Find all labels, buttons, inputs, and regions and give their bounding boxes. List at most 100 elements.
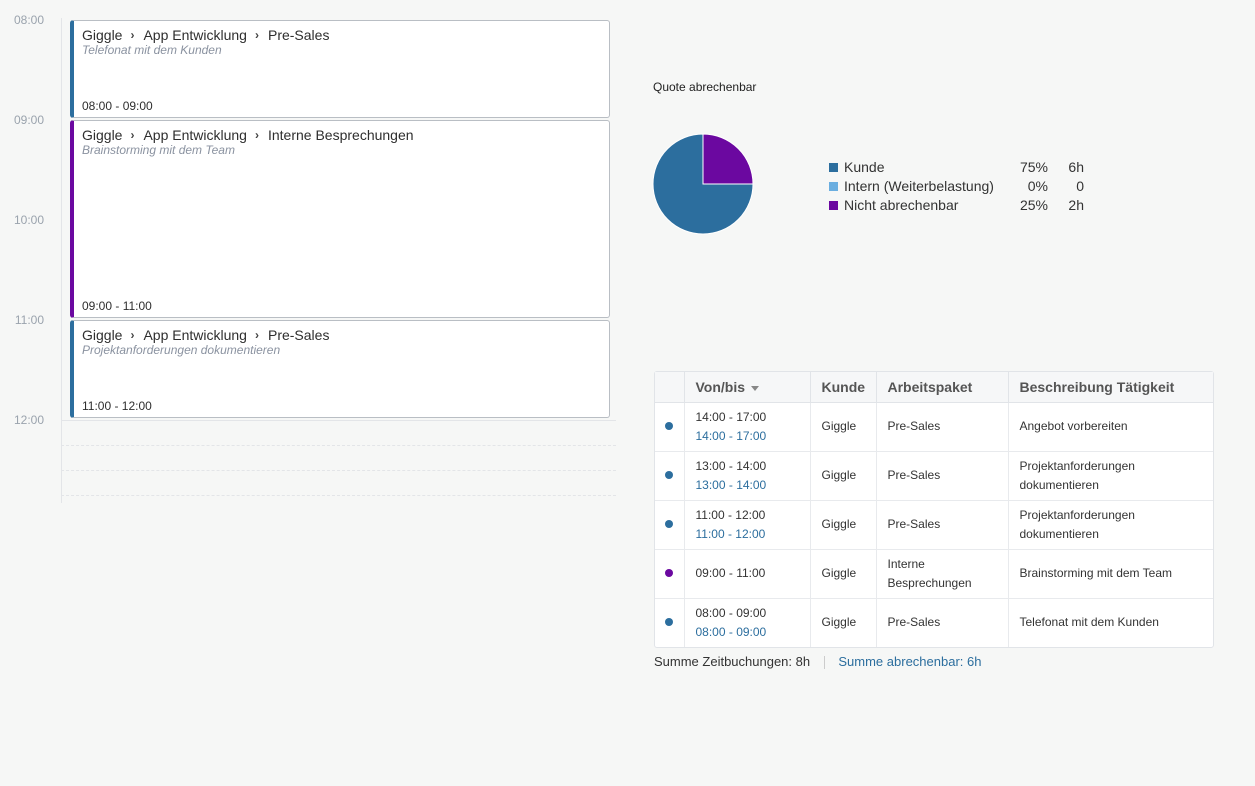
- calendar-event[interactable]: Giggle › App Entwicklung › Pre-Sales Telefon…: [70, 20, 610, 118]
- legend-percent: 75%: [1019, 159, 1048, 175]
- table-header-row: Von/bis Kunde Arbeitspaket Beschreibung …: [655, 372, 1213, 403]
- package-column-header[interactable]: Arbeitspaket: [875, 372, 1008, 403]
- customer-cell: Giggle: [809, 451, 876, 501]
- description-cell: Projektanforderungen dokumentieren: [1007, 500, 1213, 550]
- legend-hours: 6h: [1068, 159, 1084, 175]
- total-hours-value: 8h: [795, 654, 811, 669]
- event-description: Projektanforderungen dokumentieren: [82, 343, 281, 357]
- event-description: Brainstorming mit dem Team: [82, 143, 235, 157]
- package-cell: Interne Besprechungen: [875, 549, 1008, 599]
- billable-time-value: 11:00 - 12:00: [695, 526, 766, 541]
- event-path: Giggle › App Entwicklung › Pre-Sales: [82, 27, 329, 43]
- event-path: Giggle › App Entwicklung › Pre-Sales: [82, 327, 329, 343]
- legend-label: Intern (Weiterbelastung): [844, 178, 994, 194]
- description-cell: Brainstorming mit dem Team: [1007, 549, 1213, 599]
- table-row[interactable]: 11:00 - 12:00 11:00 - 12:00 Giggle Pre-Sa…: [655, 500, 1213, 550]
- calendar-event[interactable]: Giggle › App Entwicklung › Pre-Sales Projekt…: [70, 320, 610, 418]
- hour-gridline: [61, 420, 616, 421]
- day-calendar: 08:00 09:00 10:00 11:00 12:00 Giggle › App…: [0, 0, 620, 505]
- summary-divider: [823, 656, 825, 670]
- chevron-right-icon: ›: [254, 28, 259, 42]
- legend-label: Nicht abrechenbar: [844, 197, 959, 213]
- time-column-header[interactable]: Von/bis: [683, 372, 810, 403]
- half-hour-gridline: [61, 445, 616, 446]
- summary-bar: Summe Zeitbuchungen: 8h Summe abrechenba…: [654, 654, 982, 670]
- hour-label: 08:00: [13, 13, 44, 27]
- event-package: Interne Besprechungen: [267, 127, 414, 143]
- quota-title: Quote abrechenbar: [653, 80, 757, 94]
- billable-time-value: 14:00 - 17:00: [695, 428, 767, 443]
- status-dot: [665, 618, 674, 627]
- customer-cell: Giggle: [809, 598, 876, 647]
- status-dot: [665, 422, 674, 430]
- chevron-right-icon: ›: [254, 128, 259, 142]
- description-cell: Telefonat mit dem Kunden: [1007, 598, 1213, 647]
- legend-swatch: [829, 201, 838, 210]
- time-cell: 09:00 - 11:00: [683, 549, 810, 599]
- table-row[interactable]: 09:00 - 11:00 Giggle Interne Besprechung…: [655, 549, 1213, 599]
- time-column-label: Von/bis: [695, 378, 746, 395]
- time-cell: 08:00 - 09:00 08:00 - 09:00: [683, 598, 810, 647]
- status-dot: [665, 569, 674, 577]
- sort-down-icon[interactable]: [751, 385, 760, 391]
- status-column-header: [655, 372, 684, 403]
- chevron-right-icon: ›: [130, 28, 135, 42]
- total-hours-label: Summe Zeitbuchungen:: [654, 654, 793, 669]
- description-cell: Projektanforderungen dokumentieren: [1007, 451, 1213, 501]
- legend-item: Kunde 75% 6h: [828, 158, 1088, 177]
- billable-hours-value: 6h: [967, 654, 982, 669]
- package-cell: Pre-Sales: [875, 402, 1008, 452]
- event-customer: Giggle: [82, 127, 123, 143]
- half-hour-gridline: [61, 470, 616, 471]
- event-time: 09:00 - 11:00: [82, 299, 152, 313]
- customer-column-header[interactable]: Kunde: [809, 372, 876, 403]
- calendar-event[interactable]: Giggle › App Entwicklung › Interne Besprechu…: [70, 120, 610, 318]
- package-cell: Pre-Sales: [875, 451, 1008, 501]
- event-project: App Entwicklung: [143, 127, 247, 143]
- legend-label: Kunde: [844, 159, 885, 175]
- chevron-right-icon: ›: [130, 128, 135, 142]
- time-value: 14:00 - 17:00: [695, 409, 767, 424]
- time-value: 13:00 - 14:00: [695, 458, 767, 473]
- chevron-right-icon: ›: [254, 328, 259, 342]
- time-value: 09:00 - 11:00: [695, 566, 766, 580]
- description-cell: Angebot vorbereiten: [1007, 402, 1213, 452]
- customer-cell: Giggle: [809, 500, 876, 550]
- billable-hours-label: Summe abrechenbar:: [838, 654, 964, 669]
- table-row[interactable]: 13:00 - 14:00 13:00 - 14:00 Giggle Pre-Sa…: [655, 451, 1213, 501]
- status-dot: [665, 471, 674, 479]
- package-cell: Pre-Sales: [875, 500, 1008, 550]
- event-package: Pre-Sales: [267, 327, 330, 343]
- table-row[interactable]: 14:00 - 17:00 14:00 - 17:00 Giggle Pre-Sa…: [655, 402, 1213, 452]
- status-cell: [655, 598, 684, 647]
- status-cell: [655, 402, 684, 452]
- status-dot: [665, 520, 674, 528]
- billable-time-value: 08:00 - 09:00: [695, 624, 767, 639]
- event-time: 08:00 - 09:00: [82, 99, 153, 113]
- event-project: App Entwicklung: [143, 27, 247, 43]
- half-hour-gridline: [61, 495, 616, 496]
- hour-label: 10:00: [13, 213, 44, 227]
- customer-cell: Giggle: [809, 402, 876, 452]
- package-cell: Pre-Sales: [875, 598, 1008, 647]
- legend-item: Nicht abrechenbar 25% 2h: [828, 196, 1088, 215]
- time-cell: 13:00 - 14:00 13:00 - 14:00: [683, 451, 810, 501]
- status-cell: [655, 549, 684, 599]
- event-project: App Entwicklung: [143, 327, 247, 343]
- hour-label: 12:00: [13, 413, 44, 427]
- legend-percent: 25%: [1019, 197, 1048, 213]
- customer-column-label: Kunde: [821, 378, 866, 395]
- time-value: 08:00 - 09:00: [695, 605, 767, 620]
- chevron-right-icon: ›: [130, 328, 135, 342]
- status-cell: [655, 451, 684, 501]
- time-axis: [61, 18, 62, 503]
- time-cell: 11:00 - 12:00 11:00 - 12:00: [683, 500, 810, 550]
- event-description: Telefonat mit dem Kunden: [82, 43, 222, 57]
- pie-slice-kunde: [652, 133, 754, 235]
- event-path: Giggle › App Entwicklung › Interne Besprechu…: [82, 127, 414, 143]
- customer-cell: Giggle: [809, 549, 876, 599]
- description-column-header[interactable]: Beschreibung Tätigkeit: [1007, 372, 1213, 403]
- quota-pie-chart: [652, 133, 754, 235]
- table-row[interactable]: 08:00 - 09:00 08:00 - 09:00 Giggle Pre-Sa…: [655, 598, 1213, 647]
- legend-hours: 0: [1076, 178, 1084, 194]
